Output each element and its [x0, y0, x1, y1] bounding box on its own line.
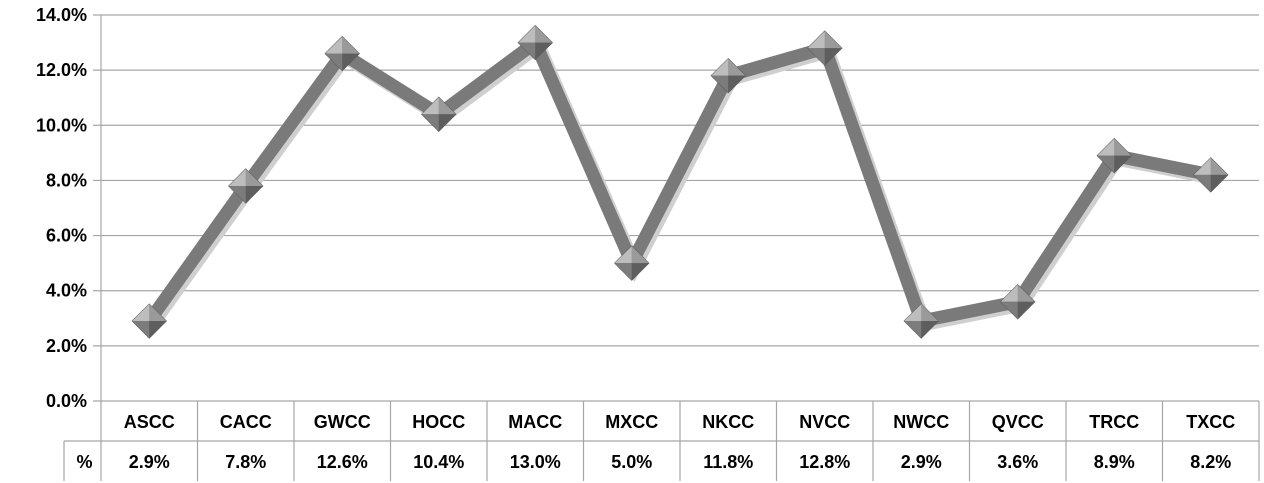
marker-facet [228, 185, 246, 203]
table-value-label: 13.0% [510, 452, 561, 472]
marker-facet [807, 48, 825, 66]
marker-facet [824, 31, 842, 49]
marker-facet [1193, 157, 1211, 175]
marker-facet [245, 185, 263, 203]
marker-facet [1114, 155, 1132, 173]
marker-facet [824, 48, 842, 66]
marker-facet [149, 304, 167, 322]
marker-facet [1097, 155, 1115, 173]
y-tick-label: 10.0% [36, 115, 87, 135]
category-label: NVCC [799, 412, 850, 432]
table-value-label: 10.4% [413, 452, 464, 472]
marker-facet [904, 321, 922, 339]
category-label: TXCC [1186, 412, 1235, 432]
marker-facet [228, 168, 246, 186]
data-point-marker [421, 96, 457, 132]
y-tick-label: 6.0% [46, 226, 87, 246]
marker-facet [711, 58, 729, 76]
table-value-label: 12.8% [799, 452, 850, 472]
marker-facet [1210, 174, 1228, 192]
category-label: MACC [508, 412, 562, 432]
data-table: % ASCC 2.9% CACC 7.8% GWCC 12.6% HOCC 10.4% MACC 1… [63, 401, 1260, 481]
category-label: NKCC [702, 412, 754, 432]
y-tick-label: 12.0% [36, 60, 87, 80]
marker-facet [614, 246, 632, 264]
table-value-label: 8.2% [1190, 452, 1231, 472]
y-tick-label: 8.0% [46, 170, 87, 190]
table-value-label: 11.8% [703, 452, 753, 472]
marker-facet [325, 53, 343, 71]
data-point-marker [131, 303, 167, 339]
category-label: CACC [220, 412, 272, 432]
marker-facet [1114, 138, 1132, 156]
table-value-label: 5.0% [611, 452, 652, 472]
marker-facet [728, 58, 746, 76]
marker-facet [1193, 174, 1211, 192]
y-tick-label: 14.0% [36, 5, 87, 25]
marker-facet [518, 25, 536, 43]
marker-facet [631, 263, 649, 281]
marker-facet [711, 75, 729, 93]
marker-facet [438, 97, 456, 115]
y-tick-label: 4.0% [46, 281, 87, 301]
marker-facet [535, 42, 553, 60]
table-value-label: 7.8% [225, 452, 266, 472]
marker-facet [921, 321, 939, 339]
data-point-marker [1096, 137, 1132, 174]
marker-facet [1017, 284, 1035, 302]
category-label: NWCC [893, 412, 949, 432]
table-value-label: 12.6% [317, 452, 368, 472]
marker-facet [438, 114, 456, 132]
marker-facet [1000, 284, 1018, 302]
data-point-marker [1193, 157, 1229, 193]
category-label: HOCC [412, 412, 465, 432]
marker-facet [132, 304, 150, 322]
y-tick-label: 0.0% [46, 391, 87, 411]
category-label: GWCC [314, 412, 371, 432]
marker-facet [921, 304, 939, 322]
data-point-marker [1000, 284, 1036, 320]
table-value-label: 8.9% [1094, 452, 1135, 472]
category-label: MXCC [605, 412, 658, 432]
table-value-label: 2.9% [901, 452, 942, 472]
data-point-marker [807, 30, 843, 66]
marker-facet [728, 75, 746, 93]
category-label: TRCC [1089, 412, 1139, 432]
series-percent [131, 24, 1229, 339]
marker-facet [518, 42, 536, 60]
category-label: ASCC [124, 412, 175, 432]
marker-facet [421, 114, 439, 132]
data-point-marker [614, 245, 650, 281]
marker-facet [1000, 301, 1018, 319]
table-value-label: 2.9% [129, 452, 170, 472]
marker-facet [342, 53, 360, 71]
marker-facet [325, 36, 343, 54]
series-line [144, 32, 1213, 329]
marker-facet [149, 321, 167, 339]
marker-facet [1097, 138, 1115, 156]
data-point-marker [903, 303, 939, 339]
marker-facet [245, 168, 263, 186]
data-point-marker [517, 24, 553, 61]
marker-facet [421, 97, 439, 115]
y-tick-label: 2.0% [46, 336, 87, 356]
marker-facet [904, 304, 922, 322]
marker-facet [342, 36, 360, 54]
marker-facet [807, 31, 825, 49]
marker-facet [631, 246, 649, 264]
data-point-marker [228, 168, 264, 204]
marker-facet [535, 25, 553, 43]
marker-facet [132, 321, 150, 339]
data-point-marker [324, 35, 360, 72]
table-series-name: % [76, 452, 92, 472]
y-axis-tick-labels: 0.0% 2.0% 4.0% 6.0% 8.0% 10.0% 12.0% 14.0% [36, 5, 87, 411]
category-label: QVCC [992, 412, 1044, 432]
marker-facet [1210, 157, 1228, 175]
data-point-marker [710, 57, 746, 94]
marker-facet [614, 263, 632, 281]
marker-facet [1017, 301, 1035, 319]
table-value-label: 3.6% [997, 452, 1038, 472]
